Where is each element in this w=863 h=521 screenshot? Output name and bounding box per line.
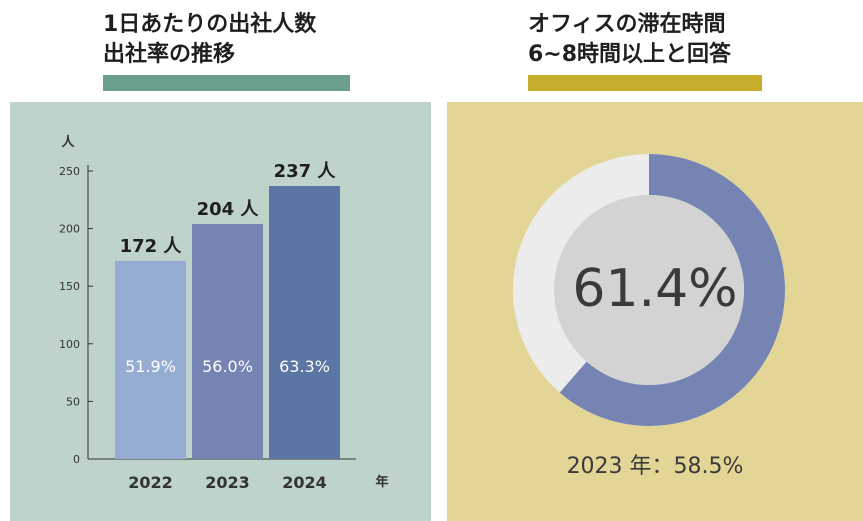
donut-center-disc: [554, 195, 744, 385]
x-tick-label: 2024: [282, 473, 327, 492]
donut-chart: [513, 154, 785, 426]
bar-chart-title: 1日あたりの出社人数 出社率の推移: [103, 10, 316, 70]
y-tick-label: 150: [59, 280, 80, 293]
y-tick-label: 250: [59, 165, 80, 178]
bar-value-label: 172 人: [120, 236, 183, 257]
bar-inner-label: 63.3%: [279, 357, 330, 376]
bar-2024: [269, 185, 340, 459]
donut-chart-title-line2: 6~8時間以上と回答: [528, 42, 732, 67]
bar-chart-panel: 人 0 50 100 150 200 250 年 172 人 51.9% 2022 204 人 56.0…: [10, 102, 431, 521]
bar-chart-title-underline: [103, 75, 350, 91]
bar-inner-label: 56.0%: [202, 357, 253, 376]
y-tick-label: 100: [59, 338, 80, 351]
y-tick-label: 50: [66, 395, 80, 408]
x-tick-label: 2023: [205, 473, 250, 492]
donut-slice-value: [559, 154, 785, 426]
x-axis-unit-label: 年: [375, 474, 388, 490]
bar-2023: [192, 223, 263, 459]
bar-2022: [115, 260, 186, 459]
donut-chart-title-underline: [528, 75, 762, 91]
bar-value-label: 204 人: [197, 199, 260, 220]
donut-chart-title: オフィスの滞在時間 6~8時間以上と回答: [528, 10, 731, 70]
y-tick-label: 0: [73, 453, 80, 466]
y-tick-label: 200: [59, 223, 80, 236]
bar-inner-label: 51.9%: [125, 357, 176, 376]
donut-chart-title-line1: オフィスの滞在時間: [528, 12, 726, 37]
donut-chart-panel: 61.4% 2023 年：58.5%: [447, 102, 863, 521]
bar-chart-title-line2: 出社率の推移: [103, 42, 236, 67]
bar-chart-title-line1: 1日あたりの出社人数: [103, 12, 317, 37]
donut-footer-text: 2023 年：58.5%: [566, 454, 744, 479]
bar-chart: 人 0 50 100 150 200 250 年 172 人 51.9% 2022 204 人 56.0…: [59, 134, 389, 492]
bar-value-label: 237 人: [274, 161, 337, 182]
y-axis-unit-label: 人: [61, 134, 75, 150]
donut-center-value: 61.4%: [572, 259, 738, 319]
x-tick-label: 2022: [128, 473, 173, 492]
